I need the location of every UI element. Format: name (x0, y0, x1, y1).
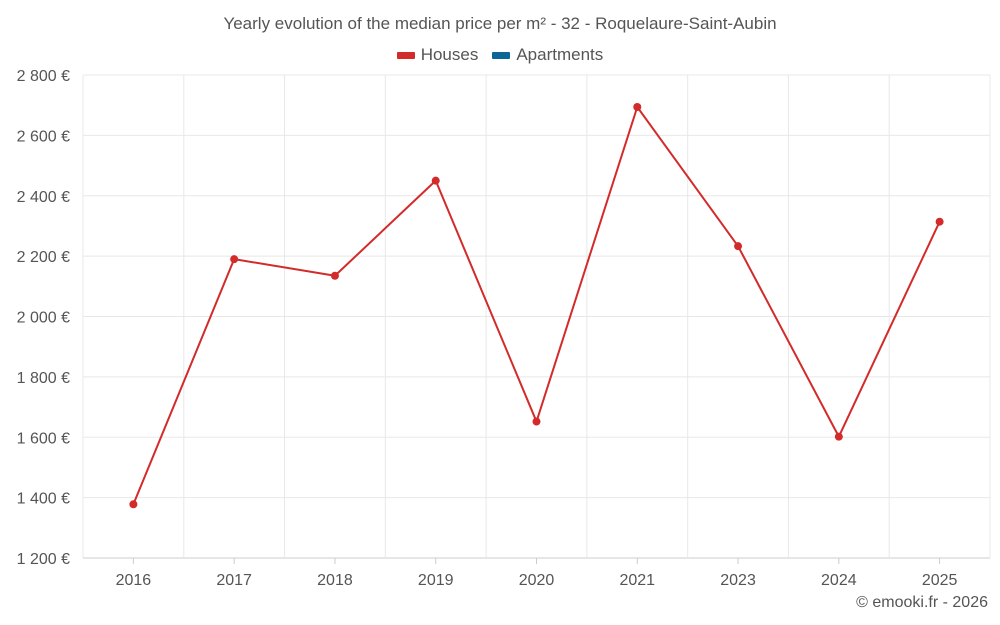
x-tick-label: 2017 (216, 572, 252, 589)
x-tick-label: 2023 (720, 572, 756, 589)
y-tick-label: 2 400 € (17, 189, 70, 206)
houses-data-point (734, 242, 743, 251)
x-tick-label: 2021 (619, 572, 655, 589)
houses-series-line (132, 105, 941, 505)
y-tick-label: 1 200 € (17, 551, 70, 568)
legend-swatch-apartments (492, 51, 511, 59)
houses-data-point (230, 255, 239, 264)
houses-data-point (431, 176, 440, 185)
y-tick-label: 1 400 € (17, 491, 70, 508)
y-tick-label: 2 800 € (17, 68, 70, 85)
x-tick-label: 2018 (317, 572, 353, 589)
legend-item-houses[interactable]: Houses (396, 45, 479, 65)
houses-data-point (633, 102, 642, 111)
copyright-credit: © emooki.fr - 2026 (856, 594, 988, 611)
legend-label-houses: Houses (420, 45, 479, 64)
x-tick-label: 2025 (922, 572, 958, 589)
y-tick-label: 2 600 € (17, 128, 70, 145)
x-tick-label: 2020 (519, 572, 555, 589)
houses-data-point (330, 271, 339, 280)
houses-data-point (129, 500, 138, 509)
houses-data-point (532, 417, 541, 426)
y-tick-label: 2 200 € (17, 249, 70, 266)
legend-label-apartments: Apartments (516, 45, 604, 64)
chart-title: Yearly evolution of the median price per… (223, 14, 777, 33)
chart-legend: Houses Apartments (0, 45, 1000, 65)
x-tick-label: 2016 (116, 572, 152, 589)
houses-data-point (935, 217, 944, 226)
legend-item-apartments[interactable]: Apartments (492, 45, 603, 65)
houses-data-point (834, 432, 843, 441)
y-tick-label: 1 800 € (17, 370, 70, 387)
y-tick-label: 2 000 € (17, 310, 70, 327)
legend-swatch-houses (396, 51, 415, 59)
x-tick-label: 2019 (418, 572, 454, 589)
y-tick-label: 1 600 € (17, 430, 70, 447)
x-tick-label: 2024 (821, 572, 857, 589)
